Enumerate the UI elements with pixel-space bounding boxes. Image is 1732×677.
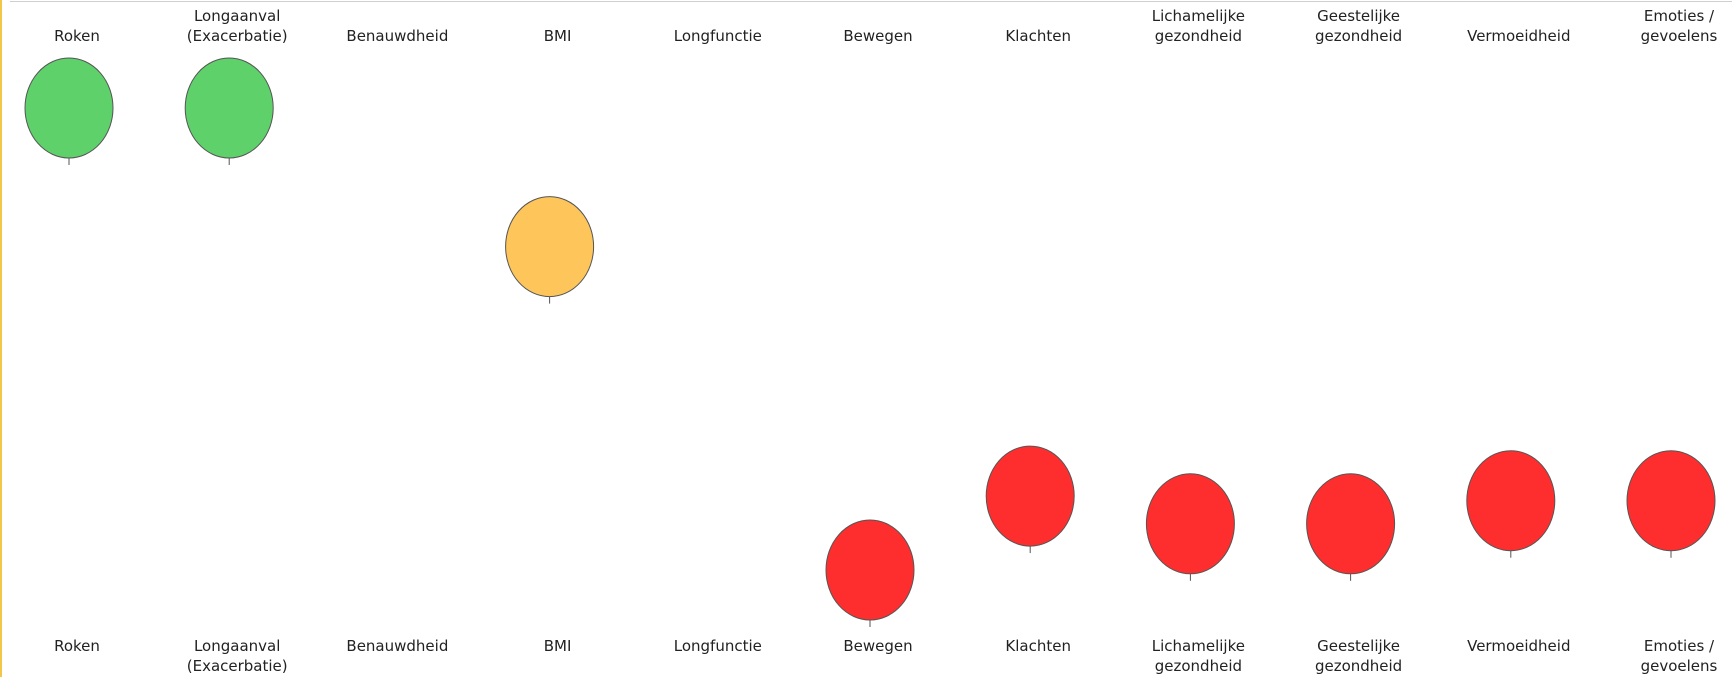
category-label-bottom: Geestelijke gezondheid: [1314, 637, 1403, 675]
top-border: [10, 1, 1732, 2]
category-label-top: Longaanval (Exacerbatie): [186, 7, 288, 45]
balloon: [1306, 473, 1396, 575]
category-label-bottom: Vermoeidheid: [1467, 637, 1571, 655]
balloon: [24, 57, 114, 159]
balloon: [1145, 473, 1235, 575]
balloon: [1626, 450, 1716, 552]
balloon: [505, 196, 595, 298]
balloon: [825, 519, 915, 621]
balloon: [1466, 450, 1556, 552]
category-label-bottom: Benauwdheid: [346, 637, 449, 655]
category-label-bottom: Roken: [54, 637, 100, 655]
category-label-top: Lichamelijke gezondheid: [1151, 7, 1245, 45]
balloon: [184, 57, 274, 159]
category-label-bottom: Lichamelijke gezondheid: [1151, 637, 1245, 675]
category-label-top: Bewegen: [843, 27, 913, 45]
category-label-top: Benauwdheid: [346, 27, 449, 45]
balloon: [985, 445, 1075, 547]
category-label-top: Roken: [54, 27, 100, 45]
category-label-bottom: Emoties / gevoelens: [1640, 637, 1718, 675]
category-label-top: Emoties / gevoelens: [1640, 7, 1718, 45]
category-label-bottom: Longfunctie: [673, 637, 762, 655]
category-label-bottom: BMI: [543, 637, 572, 655]
category-label-top: BMI: [543, 27, 572, 45]
category-label-bottom: Bewegen: [843, 637, 913, 655]
category-label-top: Vermoeidheid: [1467, 27, 1571, 45]
category-label-top: Geestelijke gezondheid: [1314, 7, 1403, 45]
category-label-bottom: Longaanval (Exacerbatie): [186, 637, 288, 675]
category-label-top: Longfunctie: [673, 27, 762, 45]
category-label-top: Klachten: [1005, 27, 1071, 45]
category-label-bottom: Klachten: [1005, 637, 1071, 655]
